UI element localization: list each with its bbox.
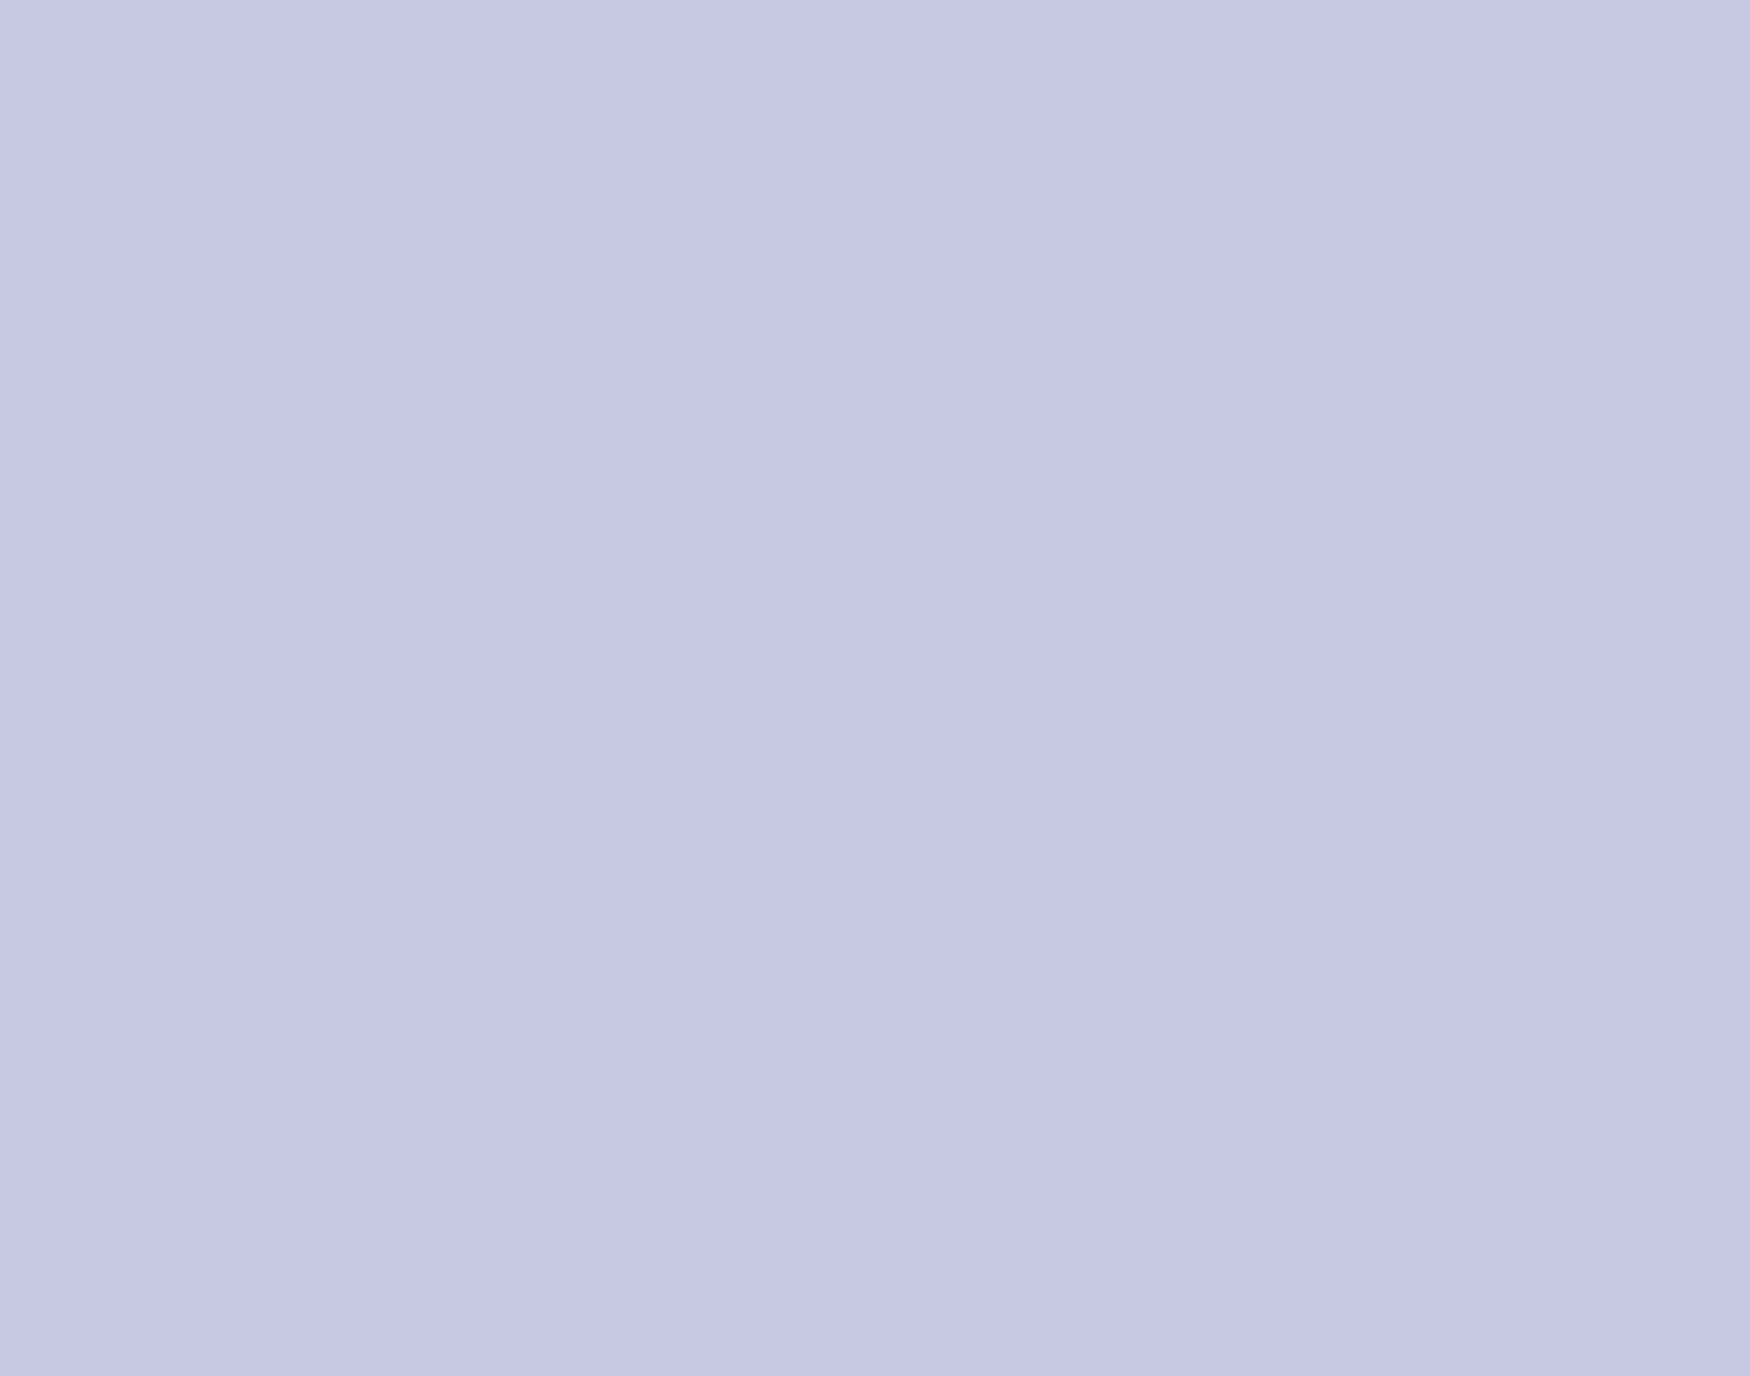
network-figure	[0, 0, 1750, 1376]
figure-root	[0, 0, 1750, 1376]
